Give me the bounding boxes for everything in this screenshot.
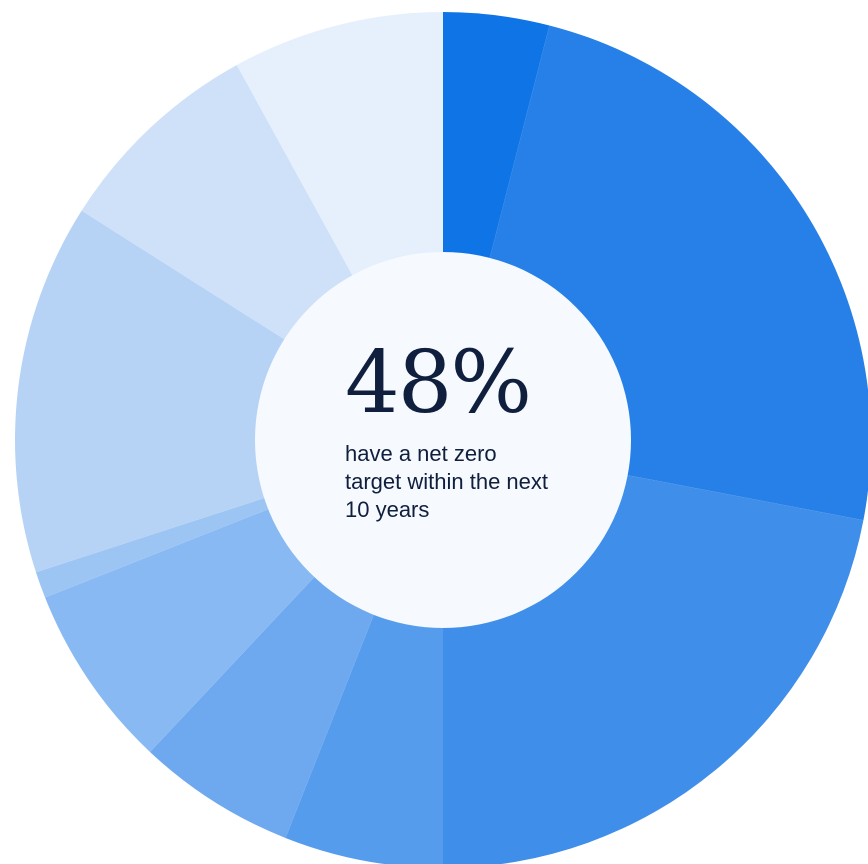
- donut-slice-8: [15, 210, 444, 573]
- center-label: 48% have a net zero target within the ne…: [345, 340, 605, 524]
- center-caption: have a net zero target within the next 1…: [345, 441, 549, 522]
- donut-hole: [255, 252, 631, 628]
- center-value: 48%: [345, 333, 532, 433]
